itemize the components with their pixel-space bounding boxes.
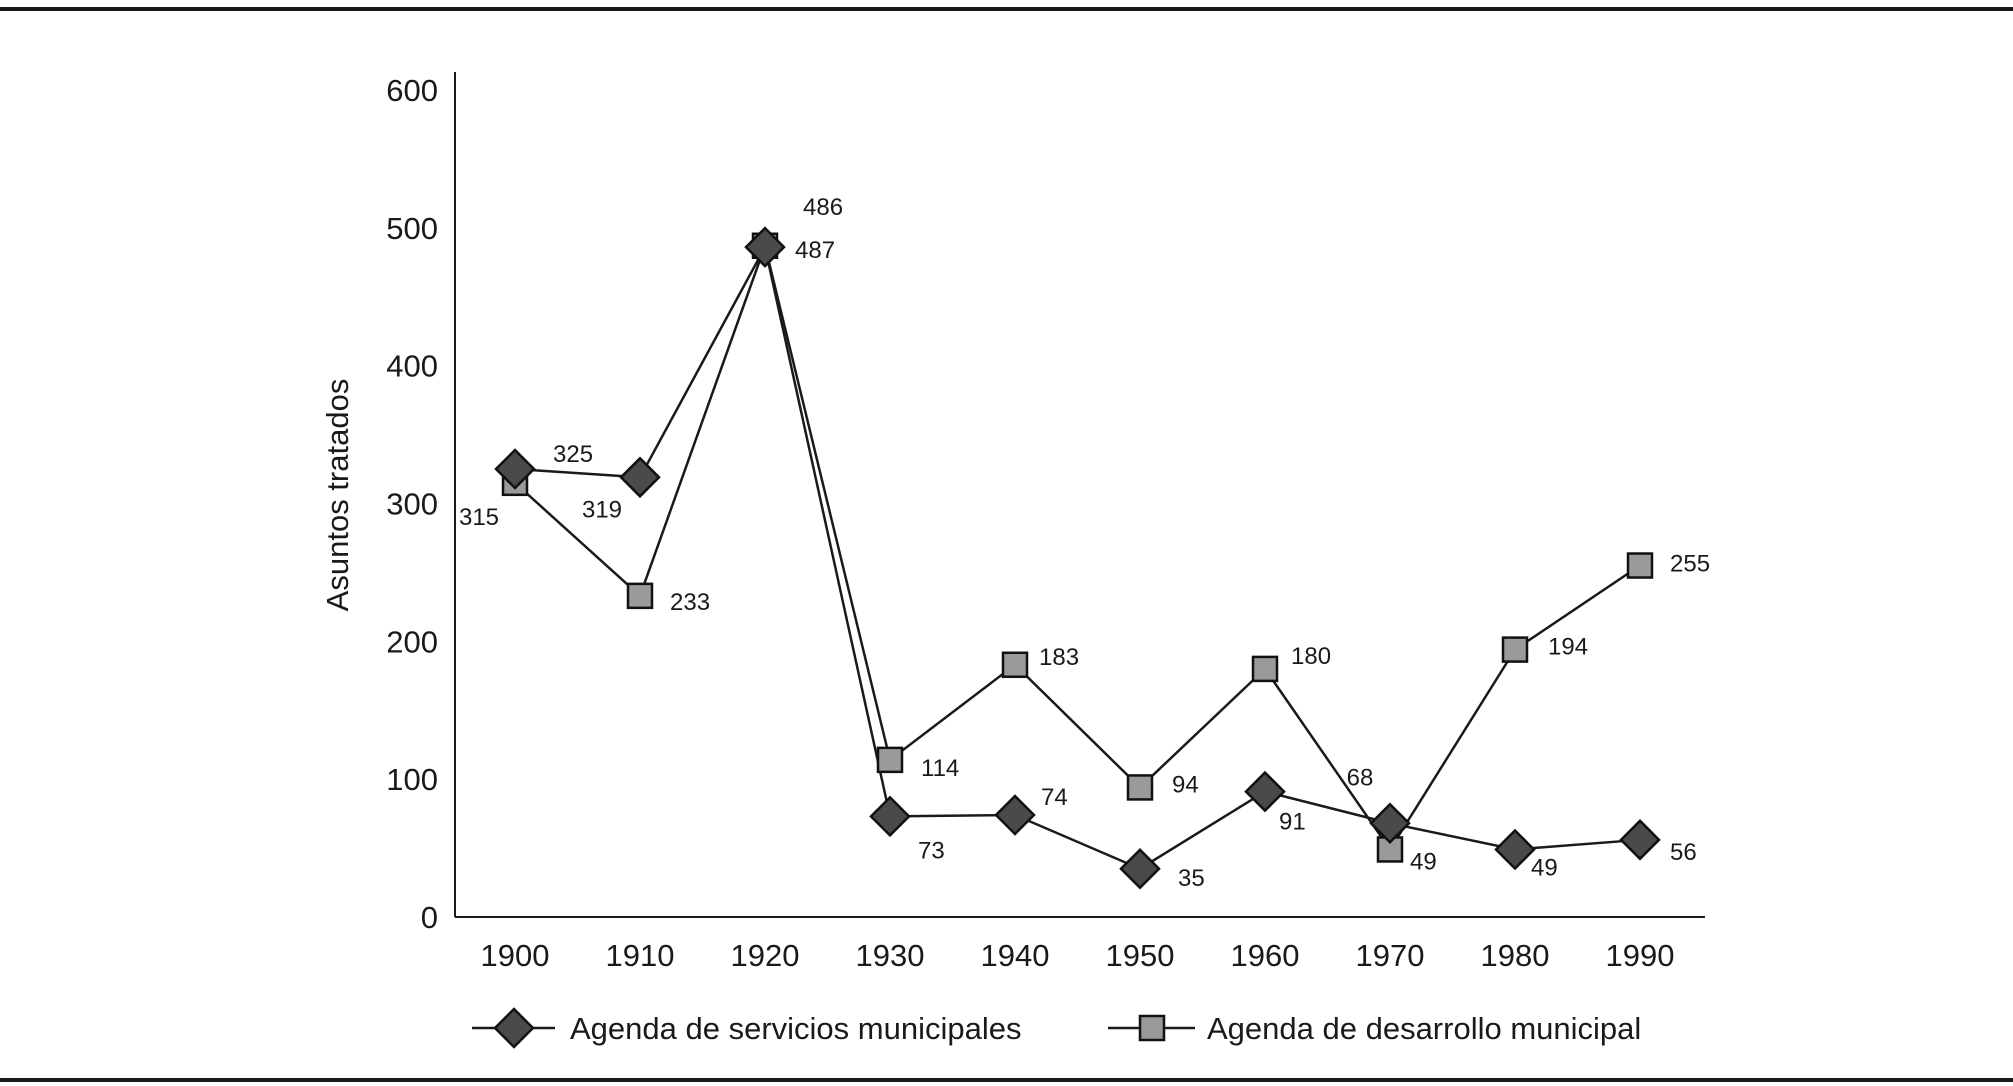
data-label-desarrollo: 315	[459, 504, 499, 531]
data-label-servicios: 319	[582, 496, 622, 523]
x-tick-label: 1900	[481, 938, 550, 973]
series-lines	[514, 241, 1641, 871]
x-tick-label: 1910	[606, 938, 675, 973]
y-tick-label: 400	[386, 349, 438, 384]
y-tick-label: 500	[386, 211, 438, 246]
data-label-servicios: 35	[1178, 865, 1205, 892]
x-tick-label: 1920	[731, 938, 800, 973]
data-point-desarrollo	[1126, 774, 1154, 801]
y-tick-label: 200	[386, 624, 438, 659]
legend: Agenda de servicios municipales Agenda de…	[472, 1007, 1641, 1049]
data-label-servicios: 325	[553, 441, 593, 468]
data-point-desarrollo	[626, 582, 654, 610]
series-markers	[494, 226, 1661, 890]
data-label-desarrollo: 233	[670, 589, 710, 616]
x-tick-label: 1960	[1231, 938, 1300, 973]
x-tick-label: 1950	[1106, 938, 1175, 973]
data-label-servicios: 486	[803, 194, 843, 221]
data-point-desarrollo	[1501, 636, 1529, 663]
data-point-servicios	[1244, 770, 1286, 813]
x-tick-label: 1970	[1356, 938, 1425, 973]
y-tick-label: 100	[386, 762, 438, 797]
data-label-desarrollo: 49	[1410, 848, 1437, 875]
x-tick-label: 1940	[981, 938, 1050, 973]
y-tick-label: 300	[386, 487, 438, 522]
data-label-servicios: 49	[1531, 854, 1558, 881]
data-label-desarrollo: 194	[1548, 634, 1588, 661]
data-label-servicios: 73	[918, 837, 945, 864]
y-tick-label: 0	[421, 900, 438, 935]
legend-square-marker	[1138, 1014, 1166, 1042]
legend-diamond-marker	[493, 1007, 535, 1049]
data-label-servicios: 74	[1041, 784, 1068, 811]
data-label-servicios: 68	[1347, 764, 1374, 791]
data-point-servicios	[1494, 828, 1536, 871]
x-tick-label: 1990	[1606, 938, 1675, 973]
axes: 0 100 200 300 400 500 600 1900 1910 1920 1930 1940 1…	[320, 72, 1705, 973]
legend-label: Agenda de desarrollo municipal	[1207, 1011, 1641, 1046]
data-label-desarrollo: 487	[795, 237, 835, 264]
data-point-servicios	[1369, 802, 1411, 845]
y-axis-title: Asuntos tratados	[320, 379, 355, 612]
series-line-servicios	[514, 243, 1641, 871]
data-label-desarrollo: 183	[1039, 644, 1079, 671]
series-line-desarrollo	[514, 241, 1641, 852]
data-point-desarrollo	[1626, 552, 1654, 579]
data-point-desarrollo	[1001, 651, 1029, 679]
data-point-servicios	[869, 795, 911, 838]
legend-label: Agenda de servicios municipales	[570, 1011, 1021, 1046]
data-label-desarrollo: 94	[1172, 771, 1199, 798]
data-point-servicios	[744, 226, 786, 268]
x-tick-label: 1980	[1481, 938, 1550, 973]
data-label-desarrollo: 255	[1670, 551, 1710, 578]
data-label-desarrollo: 114	[921, 755, 959, 782]
data-point-servicios	[994, 794, 1036, 836]
data-point-servicios	[494, 448, 536, 490]
data-point-servicios	[619, 456, 661, 499]
data-point-servicios	[1119, 847, 1161, 890]
data-point-desarrollo	[876, 746, 904, 774]
data-label-servicios: 56	[1670, 839, 1697, 866]
data-labels: 325 319 486 73 74 35 91 68 49 56 315 233 487 114 183 94…	[459, 194, 1710, 892]
data-label-servicios: 91	[1279, 809, 1306, 836]
x-tick-label: 1930	[856, 938, 925, 973]
data-point-desarrollo	[1251, 655, 1279, 683]
data-label-desarrollo: 180	[1291, 643, 1331, 670]
data-point-servicios	[1619, 819, 1661, 861]
y-tick-label: 600	[386, 73, 438, 108]
